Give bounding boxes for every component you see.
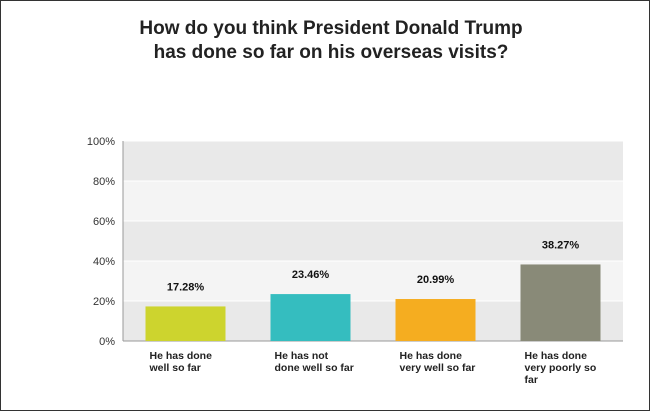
plot-band xyxy=(123,181,623,221)
y-tick-label: 20% xyxy=(93,296,115,308)
x-category-label: He has done well so far xyxy=(149,350,212,374)
bar xyxy=(145,306,226,341)
y-tick-label: 0% xyxy=(99,336,115,348)
x-category-label: He has done very well so far xyxy=(399,350,476,374)
bar-value-label: 38.27% xyxy=(542,239,580,251)
y-tick-label: 80% xyxy=(93,176,115,188)
bar-value-label: 17.28% xyxy=(167,281,205,293)
x-category-label: He has done very poorly so far xyxy=(524,350,597,386)
y-tick-label: 60% xyxy=(93,216,115,228)
x-category-label: He has not done well so far xyxy=(274,350,354,374)
chart-title: How do you think President Donald Trump … xyxy=(139,18,523,63)
plot-band xyxy=(123,141,623,181)
bar xyxy=(395,299,476,341)
bar xyxy=(520,264,601,341)
y-tick-label: 100% xyxy=(87,136,115,148)
plot-band xyxy=(123,221,623,261)
bar-value-label: 23.46% xyxy=(292,269,330,281)
bar xyxy=(270,294,351,341)
y-tick-label: 40% xyxy=(93,256,115,268)
bar-value-label: 20.99% xyxy=(417,274,455,286)
